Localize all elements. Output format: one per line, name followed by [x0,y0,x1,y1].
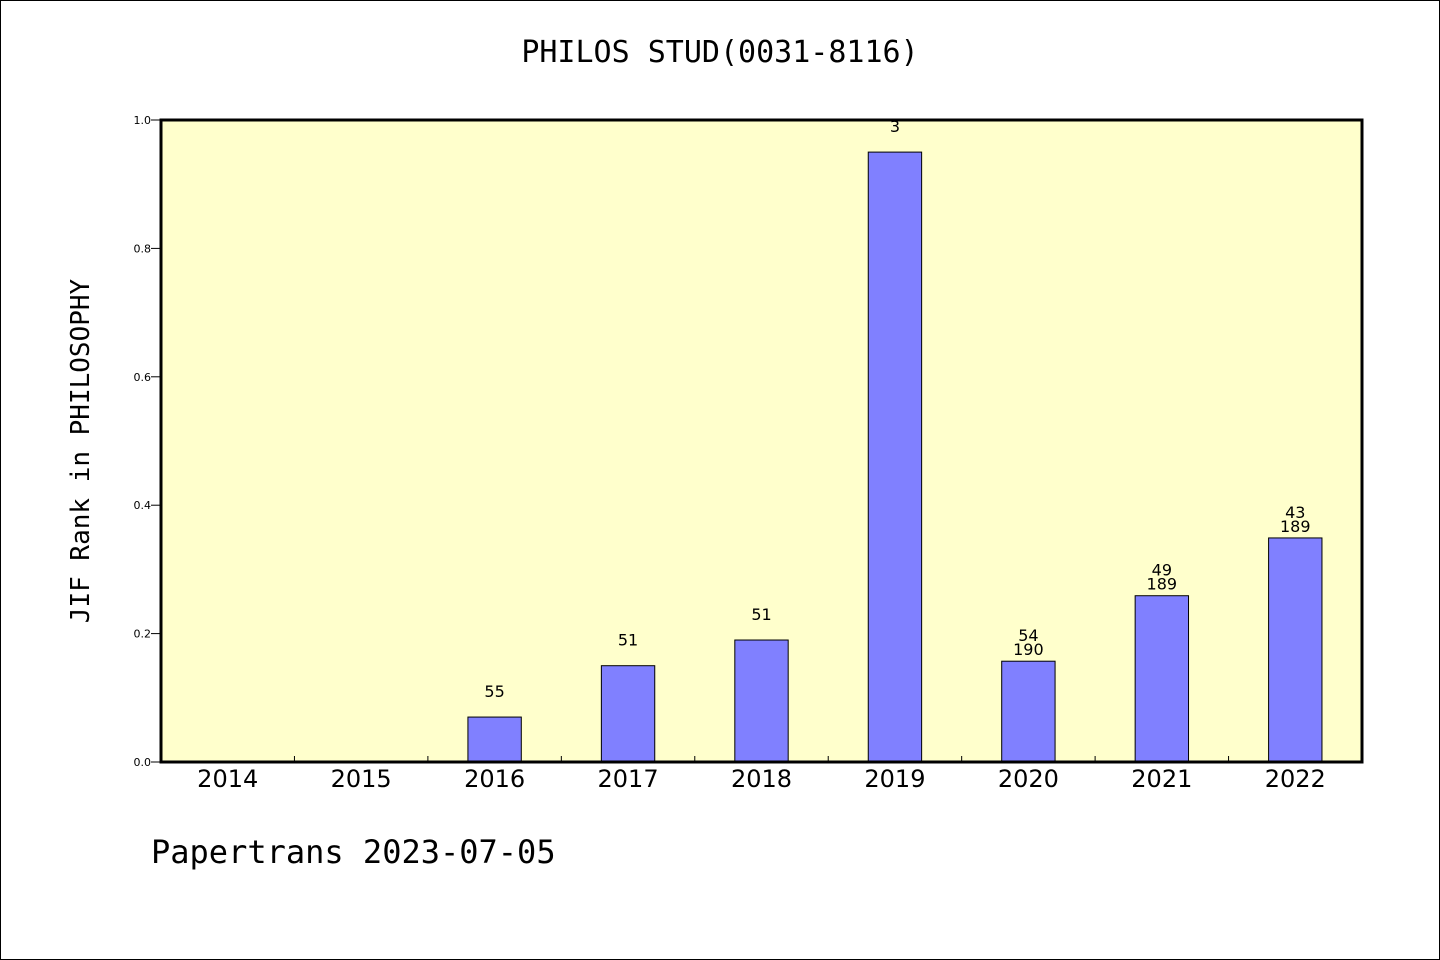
bar [1134,595,1190,763]
x-tick-label: 2014 [197,765,258,793]
bar [867,151,923,763]
x-tick-label: 2017 [598,765,659,793]
bar-rank-label: 51 [618,631,638,650]
bar-rank-label: 3 [890,117,900,136]
y-tick-label: 0.4 [134,499,152,512]
y-tick-label: 0.6 [134,371,152,384]
x-tick-label: 2018 [731,765,792,793]
x-tick-label: 2021 [1131,765,1192,793]
chart-title: PHILOS STUD(0031-8116) [521,35,919,70]
bar [467,716,522,763]
bar [1001,660,1056,763]
x-axis-ticks: 2014 2015 2016 2017 2018 2019 2020 2021 2022 [197,756,1326,793]
x-tick-label: 2020 [998,765,1059,793]
y-tick-label: 0.2 [134,628,152,641]
x-tick-label: 2019 [864,765,925,793]
y-tick-label: 0.0 [134,756,152,769]
bar [1268,537,1323,763]
bar-rank-label: 43 [1285,503,1305,522]
bar [734,639,789,763]
bars [467,151,1323,763]
bar-total-label: 190 [1013,640,1044,659]
bar-total-label: 189 [1147,575,1178,594]
bar-rank-label: 55 [484,682,504,701]
x-tick-label: 2022 [1265,765,1326,793]
plot-border [159,118,1364,764]
bar-total-label: 189 [1280,517,1311,536]
bar [600,665,656,763]
y-axis-ticks: 0.0 0.2 0.4 0.6 0.8 1.0 [134,114,161,769]
y-tick-label: 0.8 [134,242,152,255]
y-tick-label: 1.0 [134,114,152,127]
bar-rank-label: 54 [1018,626,1038,645]
x-tick-label: 2015 [331,765,392,793]
x-tick-label: 2016 [464,765,525,793]
bar-rank-label: 51 [751,605,771,624]
footer-credit: Papertrans 2023-07-05 [151,833,556,871]
bar-rank-label: 49 [1152,561,1172,580]
